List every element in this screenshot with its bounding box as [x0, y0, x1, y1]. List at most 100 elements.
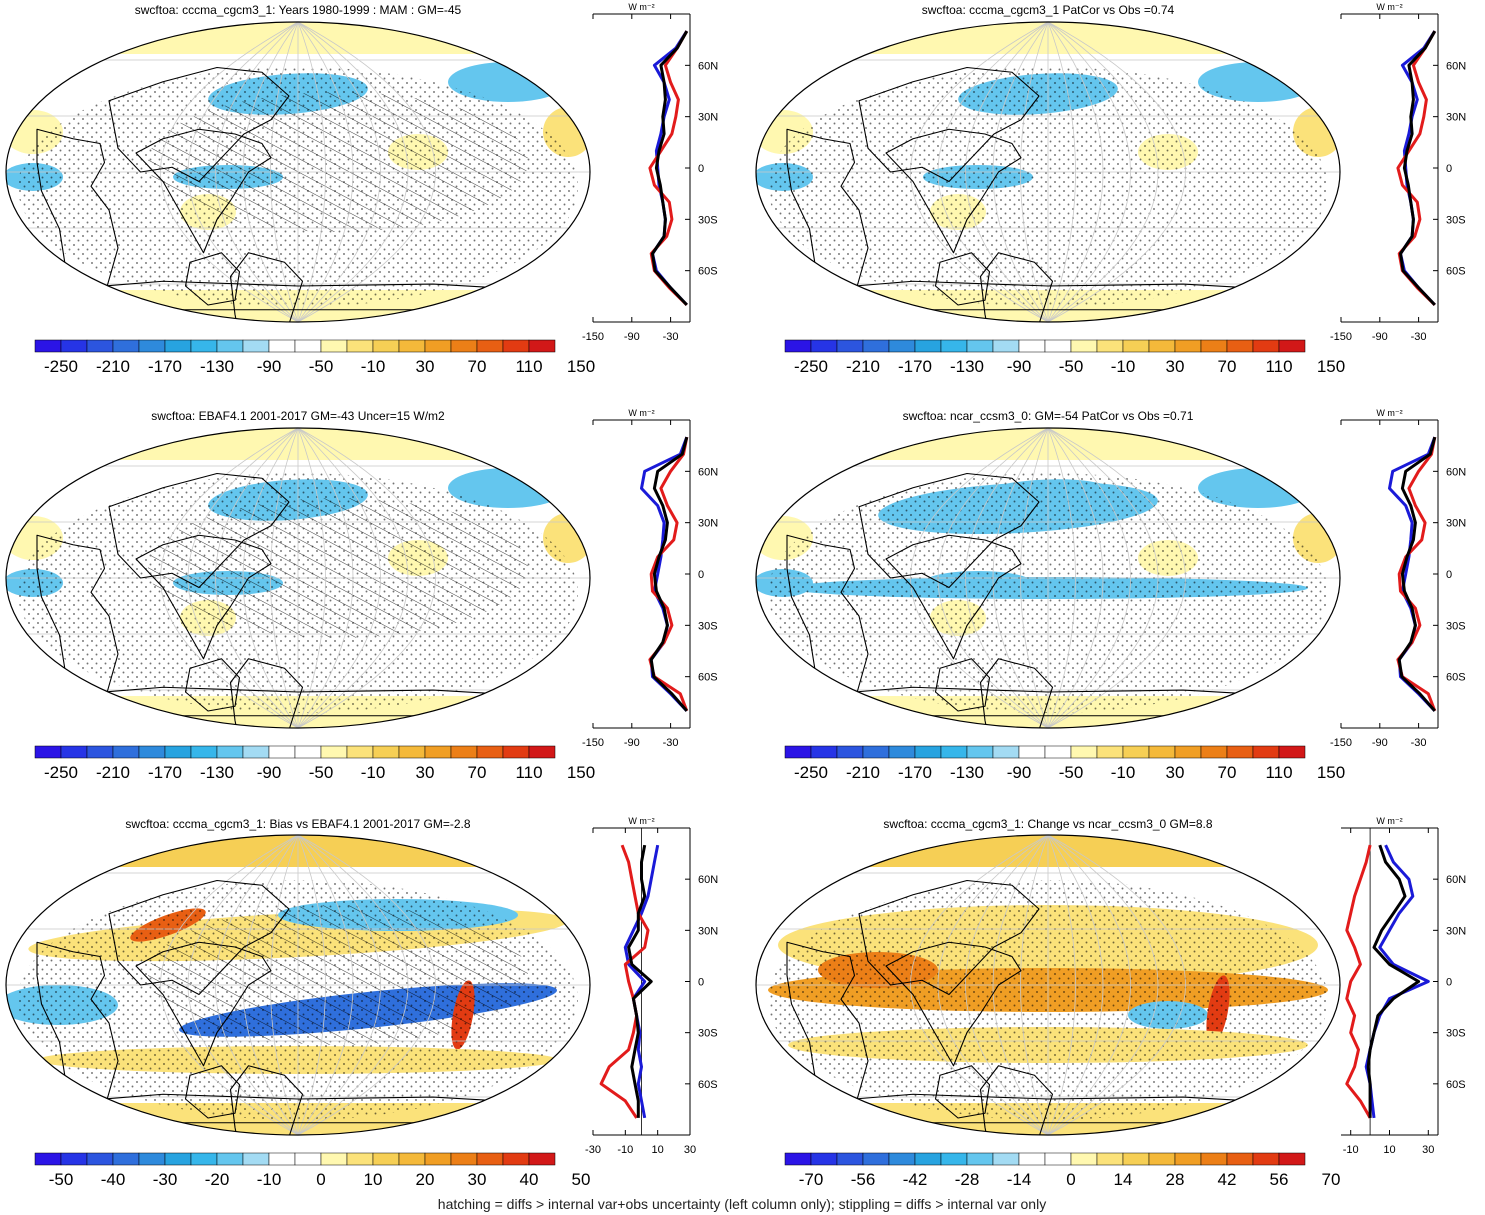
- colorbar-swatch: [1200, 339, 1228, 353]
- continent-outline: [184, 658, 241, 712]
- graticule-meridian: [1047, 22, 1104, 322]
- hatching: [148, 498, 528, 638]
- panel-2: swcftoa: cccma_cgcm3_1 PatCor vs Obs =0.…: [755, 2, 1466, 376]
- colorbar-label: -210: [846, 357, 880, 376]
- zonal-x-tick-label: -10: [1343, 1144, 1359, 1156]
- zonal-line-red: [1345, 844, 1372, 1119]
- colorbar-swatch: [398, 745, 426, 759]
- graticule-meridian: [965, 835, 1049, 1135]
- colorbar-label: -50: [309, 763, 334, 782]
- colorbar-label: 0: [316, 1170, 325, 1189]
- zonal-unit-label: W m⁻²: [628, 816, 654, 826]
- colorbar-label: -10: [1111, 357, 1136, 376]
- continent-outline: [229, 1065, 304, 1135]
- graticule-meridian: [242, 428, 299, 728]
- colorbar-label: 20: [416, 1170, 435, 1189]
- colorbar-swatch: [1226, 339, 1254, 353]
- colorbar-swatch: [34, 745, 62, 759]
- colorbar-swatch: [992, 1152, 1020, 1166]
- colorbar-label: -56: [851, 1170, 876, 1189]
- panel-3: swcftoa: EBAF4.1 2001-2017 GM=-43 Uncer=…: [5, 408, 718, 782]
- panel-title: swcftoa: cccma_cgcm3_1 PatCor vs Obs =0.…: [922, 3, 1175, 17]
- colorbar-swatch: [1174, 1152, 1202, 1166]
- graticule-meridian: [215, 22, 299, 322]
- colorbar-label: 40: [520, 1170, 539, 1189]
- colorbar-swatch: [1174, 745, 1202, 759]
- colorbar-label: 70: [1322, 1170, 1341, 1189]
- colorbar-swatch: [1278, 1152, 1306, 1166]
- colorbar-label: 150: [567, 357, 595, 376]
- continent-outline: [108, 472, 290, 589]
- panel-1: swcftoa: cccma_cgcm3_1: Years 1980-1999 …: [5, 2, 718, 376]
- colorbar-label: -170: [898, 357, 932, 376]
- colorbar-swatch: [1122, 339, 1150, 353]
- panel-5: swcftoa: cccma_cgcm3_1: Bias vs EBAF4.1 …: [5, 816, 718, 1189]
- colorbar-swatch: [190, 339, 218, 353]
- zonal-lat-label: 60S: [698, 1079, 718, 1091]
- colorbar-label: -210: [96, 357, 130, 376]
- colorbar-swatch: [138, 1152, 166, 1166]
- colorbar-swatch: [216, 745, 244, 759]
- colorbar-label: -70: [799, 1170, 824, 1189]
- colorbar-swatch: [242, 1152, 270, 1166]
- colorbar-swatch: [294, 1152, 322, 1166]
- graticule-meridian: [1047, 835, 1186, 1135]
- colorbar-swatch: [86, 339, 114, 353]
- graticule-meridian: [1047, 835, 1159, 1135]
- graticule-meridian: [1047, 835, 1131, 1135]
- map-border: [5, 427, 591, 729]
- colorbar-label: -250: [44, 357, 78, 376]
- zonal-line-blue: [1388, 436, 1437, 712]
- graticule-meridian: [297, 22, 436, 322]
- zonal-lat-label: 60N: [1446, 874, 1466, 886]
- colorbar-label: -250: [794, 357, 828, 376]
- colorbar-swatch: [1044, 339, 1072, 353]
- graticule-meridian: [1047, 428, 1131, 728]
- graticule-meridian: [937, 835, 1049, 1135]
- colorbar-swatch: [528, 1152, 556, 1166]
- zonal-mean-panel: W m⁻² -10 10 30 60N 30N 0 30S 60S: [1341, 816, 1466, 1156]
- continent-outline: [36, 128, 119, 316]
- colorbar-label: 30: [1166, 357, 1185, 376]
- colorbar-swatch: [502, 339, 530, 353]
- colorbar-swatch: [424, 745, 452, 759]
- colorbar-label: 30: [1166, 763, 1185, 782]
- colorbar-swatch: [320, 339, 348, 353]
- colorbar-label: 70: [1218, 357, 1237, 376]
- continent-outline: [858, 472, 1040, 589]
- colorbar-swatch: [888, 339, 916, 353]
- colorbar-swatch: [1148, 339, 1176, 353]
- colorbar-swatch: [1148, 1152, 1176, 1166]
- colorbar-swatch: [1226, 1152, 1254, 1166]
- continent-outline: [135, 128, 272, 254]
- colorbar-label: -30: [153, 1170, 178, 1189]
- colorbar-label: 110: [515, 357, 542, 376]
- colorbar-label: 30: [416, 763, 435, 782]
- zonal-line-blue: [640, 436, 689, 712]
- zonal-lat-label: 30N: [1446, 518, 1466, 530]
- continent-outline: [36, 941, 119, 1129]
- zonal-unit-label: W m⁻²: [1376, 816, 1402, 826]
- graticule-meridian: [1047, 428, 1186, 728]
- graticule-meridian: [160, 835, 299, 1135]
- graticule-meridian: [1047, 22, 1076, 322]
- graticule-meridian: [215, 835, 299, 1135]
- colorbar-swatch: [1044, 745, 1072, 759]
- colorbar-label: -28: [955, 1170, 980, 1189]
- zonal-lat-label: 60N: [698, 874, 718, 886]
- colorbar-swatch: [1122, 1152, 1150, 1166]
- colorbar-swatch: [784, 745, 812, 759]
- colorbar-swatch: [836, 745, 864, 759]
- colorbar-label: -10: [361, 763, 386, 782]
- continent-outline: [885, 534, 1022, 660]
- zonal-x-tick-label: -90: [1372, 331, 1388, 343]
- colorbar-label: -42: [903, 1170, 928, 1189]
- colorbar-swatch: [992, 339, 1020, 353]
- colorbar-label: -210: [846, 763, 880, 782]
- colorbar-swatch: [1252, 339, 1280, 353]
- map-border: [755, 834, 1341, 1136]
- continent-outline: [885, 941, 1022, 1067]
- zonal-line-black: [1397, 436, 1437, 712]
- colorbar-label: -170: [148, 763, 182, 782]
